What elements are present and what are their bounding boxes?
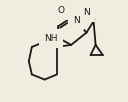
Text: N: N [73, 16, 79, 25]
Text: N: N [83, 8, 90, 17]
Text: NH: NH [44, 34, 58, 43]
Text: O: O [57, 6, 64, 15]
